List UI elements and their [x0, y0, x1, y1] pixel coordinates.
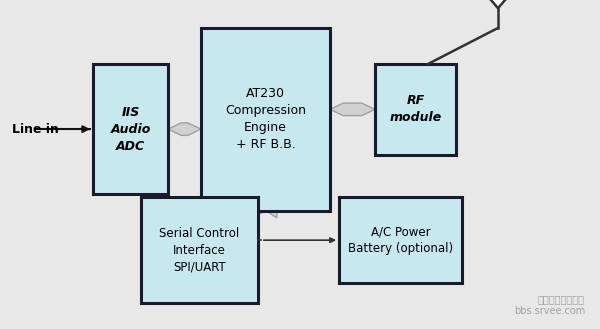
Text: Line in: Line in: [12, 123, 59, 136]
FancyBboxPatch shape: [141, 197, 258, 303]
FancyBboxPatch shape: [339, 197, 462, 283]
Text: RF
module: RF module: [389, 94, 442, 124]
Polygon shape: [254, 190, 277, 218]
Polygon shape: [330, 103, 375, 116]
FancyBboxPatch shape: [201, 28, 330, 211]
Text: IIS
Audio
ADC: IIS Audio ADC: [110, 106, 151, 153]
Text: AT230
Compression
Engine
+ RF B.B.: AT230 Compression Engine + RF B.B.: [225, 87, 306, 151]
Polygon shape: [476, 0, 521, 8]
Text: 赛微电子技术论坛
bbs.srvee.com: 赛微电子技术论坛 bbs.srvee.com: [514, 294, 585, 316]
Text: A/C Power
Battery (optional): A/C Power Battery (optional): [348, 225, 453, 255]
Polygon shape: [168, 123, 201, 136]
FancyBboxPatch shape: [375, 64, 456, 155]
Text: Serial Control
Interface
SPI/UART: Serial Control Interface SPI/UART: [160, 227, 239, 273]
FancyBboxPatch shape: [93, 64, 168, 194]
